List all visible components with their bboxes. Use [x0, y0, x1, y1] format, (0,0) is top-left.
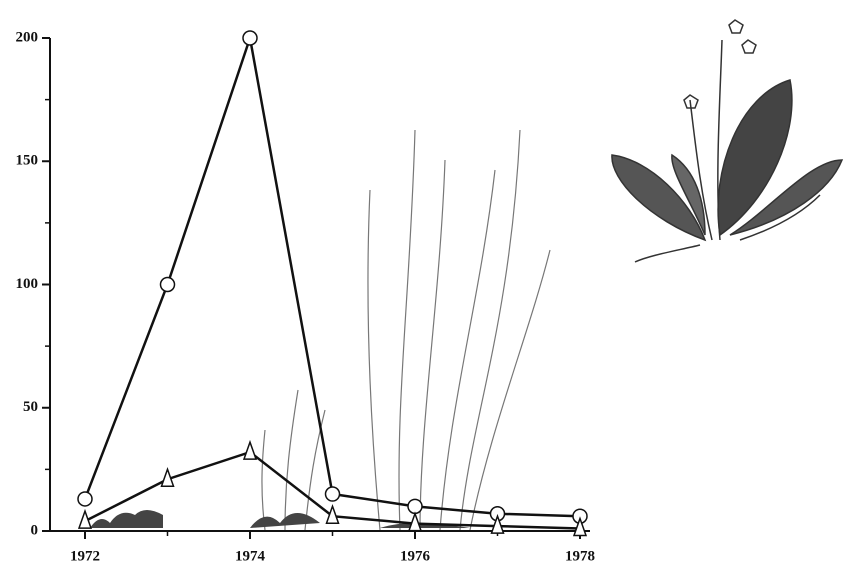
triangle-marker: [242, 439, 258, 460]
circle-marker: [159, 276, 176, 293]
triangle-marker: [407, 511, 423, 532]
y-tick-label: 0: [31, 522, 39, 538]
x-tick-label: 1976: [400, 548, 431, 564]
y-tick-label: 50: [23, 399, 38, 415]
shrub-illustration: [90, 129, 551, 531]
triangle-marker: [160, 466, 175, 487]
y-tick-label: 100: [16, 276, 39, 292]
x-tick-label: 1974: [235, 548, 266, 564]
circle-marker: [242, 30, 258, 46]
triangle-marker: [572, 516, 588, 537]
circle-marker: [324, 486, 341, 502]
y-tick-label: 150: [16, 153, 39, 169]
circle-marker: [77, 491, 93, 507]
triangle-marker: [77, 508, 93, 529]
circle-marker: [407, 498, 423, 515]
plant-illustration: [611, 19, 844, 263]
y-tick-label: 200: [16, 29, 39, 45]
triangle-marker: [490, 513, 505, 534]
triangle-marker: [325, 503, 340, 524]
x-tick-label: 1978: [565, 548, 595, 564]
x-tick-label: 1972: [70, 548, 100, 564]
